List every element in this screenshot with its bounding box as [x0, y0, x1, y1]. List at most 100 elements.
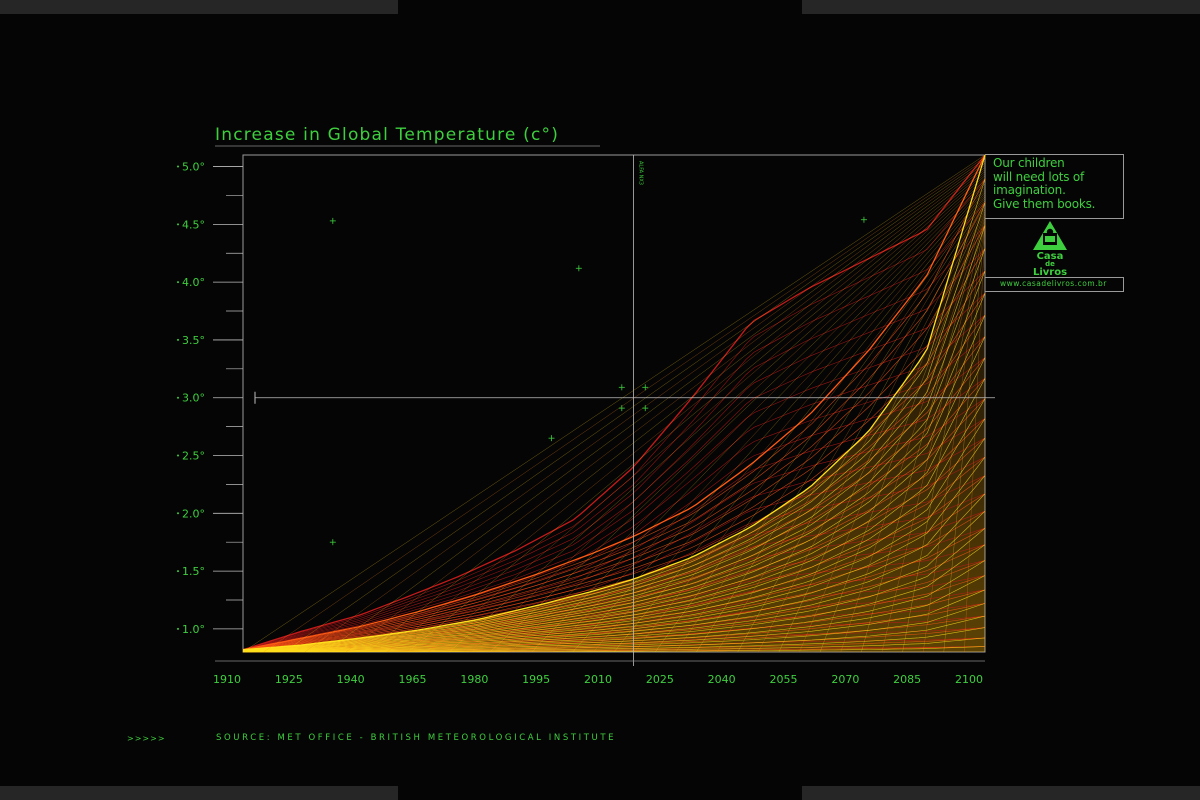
- fan-line: [861, 217, 986, 653]
- series-1-line: [242, 314, 986, 651]
- logo-text-livros: Livros: [1033, 267, 1067, 276]
- y-tick-dot: [177, 223, 179, 226]
- series-2-line: [242, 202, 986, 651]
- ad-line: will need lots of: [993, 169, 1085, 184]
- fan-line: [675, 198, 986, 653]
- logo-text-de: de: [1045, 260, 1055, 268]
- series-1-line: [242, 225, 986, 651]
- series-2-line: [242, 336, 986, 651]
- x-tick-label: 2025: [646, 673, 674, 686]
- ad-url-box: [985, 277, 1124, 292]
- fan-line: [655, 196, 986, 653]
- series-2-line: [242, 292, 986, 651]
- fan-line: [840, 214, 986, 653]
- fan-line: [366, 167, 986, 653]
- ad-line: Our children: [993, 156, 1065, 170]
- fan-line: [799, 210, 986, 653]
- series-1-line: [242, 248, 986, 651]
- series-1-line: [242, 292, 986, 651]
- ad-message-box: [985, 154, 1124, 219]
- chart-plot-area: ALFA NX3 5.0° 4.5° 4.0° 3.5° 3.0° 2.5° 2.0° 1.5°…: [177, 145, 995, 686]
- series-0-line: [242, 248, 986, 651]
- series-1-line: [242, 202, 986, 651]
- series-2-line: [242, 418, 986, 652]
- chart-title: Increase in Global Temperature (c°): [215, 125, 559, 145]
- series-2-line: [242, 314, 986, 651]
- series-1-line: [242, 270, 986, 651]
- series-0-line: [242, 270, 986, 651]
- series-2-line: [242, 475, 986, 652]
- reference-label: ALFA NX3: [638, 161, 644, 185]
- fan-line: [819, 212, 986, 653]
- ad-line: imagination.: [993, 183, 1066, 197]
- top-edge-bar-left: [0, 0, 398, 14]
- series-glow-fill: [243, 155, 985, 652]
- y-tick-dot: [177, 165, 179, 168]
- y-tick-label: 3.5°: [182, 334, 205, 347]
- footer-arrows: >>>>>: [127, 734, 166, 743]
- series-2-line: [242, 154, 986, 651]
- bottom-edge-bar-left: [0, 786, 398, 800]
- series-2-line: [242, 544, 986, 652]
- fan-line: [943, 225, 986, 653]
- ad-url[interactable]: www.casadelivros.com.br: [1000, 279, 1107, 288]
- fan-line: [510, 181, 986, 653]
- y-tick-label: 5.0°: [182, 161, 205, 174]
- fan-line: [572, 188, 986, 653]
- y-tick-label: 2.5°: [182, 450, 205, 463]
- fan-line: [407, 171, 986, 653]
- y-tick-dot: [177, 627, 179, 630]
- y-tick-label: 1.5°: [182, 565, 205, 578]
- logo-text-casa: Casa: [1037, 251, 1064, 262]
- fan-line: [716, 202, 986, 653]
- ad-message: Our children will need lots of imaginati…: [993, 156, 1121, 211]
- x-tick-label: 2055: [770, 673, 798, 686]
- series-2-line: [242, 270, 986, 651]
- x-tick-label: 1995: [522, 673, 550, 686]
- x-tick-label: 2100: [955, 673, 983, 686]
- series-2-line: [242, 510, 986, 652]
- series-1-line: [242, 336, 986, 651]
- series-2-line: [242, 575, 986, 652]
- series-1-line: [242, 154, 986, 651]
- series-2-line: [242, 589, 986, 652]
- series-2-line: [242, 378, 986, 651]
- series-2-line: [242, 493, 986, 652]
- series-2-line: [243, 627, 986, 653]
- fan-line: [778, 208, 986, 653]
- fan-line: [737, 204, 986, 653]
- fan-line: [448, 175, 986, 653]
- x-tick-label: 1940: [337, 673, 365, 686]
- fan-line: [758, 206, 986, 653]
- x-tick-label: 1910: [213, 673, 241, 686]
- fan-line: [325, 163, 986, 653]
- fan-line: [881, 219, 986, 653]
- y-tick-dot: [177, 338, 179, 341]
- series-2-line: [242, 248, 986, 651]
- fan-line: [634, 194, 986, 653]
- series-2-line: [242, 357, 986, 651]
- y-tick-label: 3.0°: [182, 392, 205, 405]
- series-2-line: [242, 456, 986, 652]
- series-0-line: [242, 202, 986, 651]
- series-0-line: [242, 154, 986, 651]
- x-tick-label: 1925: [275, 673, 303, 686]
- y-tick-dot: [177, 396, 179, 399]
- series-2-line: [243, 615, 986, 653]
- x-tick-label: 1965: [399, 673, 427, 686]
- y-tick-dot: [177, 512, 179, 515]
- y-tick-label: 2.0°: [182, 507, 205, 520]
- fan-line: [613, 192, 986, 653]
- fan-line: [593, 190, 986, 653]
- y-tick-dot: [177, 570, 179, 573]
- ad-line: Give them books.: [993, 196, 1096, 211]
- series-2-line: [242, 603, 986, 653]
- fan-line: [922, 223, 986, 653]
- y-tick-label: 4.0°: [182, 276, 205, 289]
- series-0-line: [242, 292, 986, 651]
- source-note: SOURCE: MET OFFICE - BRITISH METEOROLOGI…: [216, 733, 617, 743]
- y-tick-dot: [177, 454, 179, 457]
- fan-line: [387, 169, 986, 653]
